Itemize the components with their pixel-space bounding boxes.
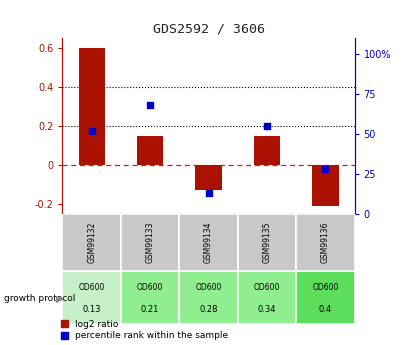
Point <box>206 190 212 196</box>
Text: GSM99134: GSM99134 <box>204 221 213 263</box>
Text: GSM99133: GSM99133 <box>145 221 155 263</box>
Text: GSM99136: GSM99136 <box>321 221 330 263</box>
Bar <box>62 214 121 271</box>
Point <box>89 128 95 134</box>
Text: 0.28: 0.28 <box>199 305 218 314</box>
Point <box>264 123 270 129</box>
Title: GDS2592 / 3606: GDS2592 / 3606 <box>153 22 264 36</box>
Bar <box>312 165 339 206</box>
Text: GSM99132: GSM99132 <box>87 222 96 263</box>
Text: growth protocol: growth protocol <box>4 294 75 303</box>
Point <box>322 166 329 172</box>
Bar <box>79 48 105 165</box>
Text: OD600: OD600 <box>195 284 222 293</box>
Text: OD600: OD600 <box>254 284 280 293</box>
Bar <box>254 136 280 165</box>
Point <box>147 102 153 108</box>
Bar <box>296 214 355 271</box>
Text: GSM99135: GSM99135 <box>262 221 272 263</box>
Text: OD600: OD600 <box>79 284 105 293</box>
Text: 0.4: 0.4 <box>319 305 332 314</box>
Bar <box>179 214 238 271</box>
Bar <box>179 271 238 324</box>
Text: OD600: OD600 <box>312 284 339 293</box>
Bar <box>238 271 296 324</box>
Bar <box>195 165 222 190</box>
Text: 0.13: 0.13 <box>83 305 101 314</box>
Bar <box>296 271 355 324</box>
Text: 0.34: 0.34 <box>258 305 276 314</box>
Bar <box>121 271 179 324</box>
Text: 0.21: 0.21 <box>141 305 159 314</box>
Bar <box>62 271 121 324</box>
Text: ▶: ▶ <box>56 294 63 303</box>
Bar <box>238 214 296 271</box>
Text: OD600: OD600 <box>137 284 163 293</box>
Legend: log2 ratio, percentile rank within the sample: log2 ratio, percentile rank within the s… <box>61 320 229 341</box>
Bar <box>137 136 163 165</box>
Bar <box>121 214 179 271</box>
